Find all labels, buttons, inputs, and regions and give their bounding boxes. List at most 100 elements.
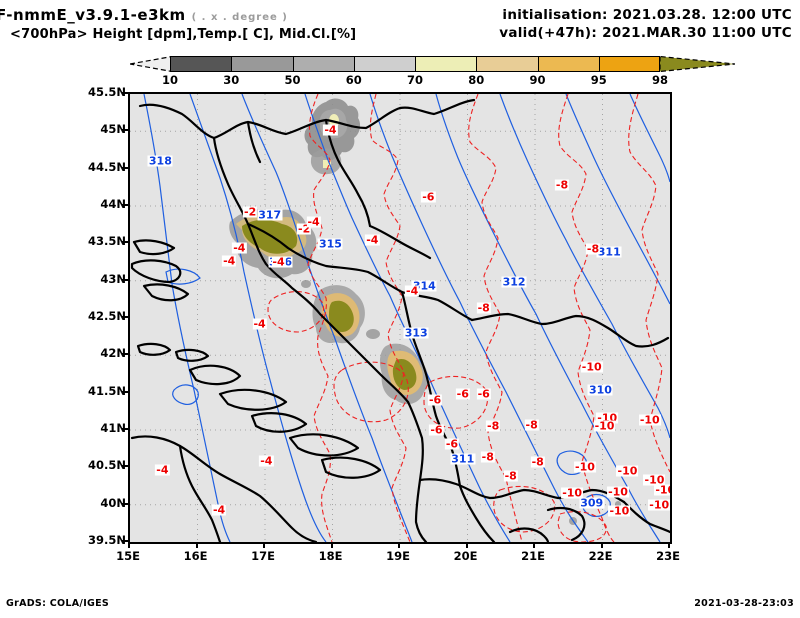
- colorbar-tick-98: 98: [651, 73, 669, 87]
- temp-contour-label: -4: [365, 233, 380, 247]
- x-tick-mark: [128, 542, 130, 548]
- y-tick-mark: [122, 428, 128, 430]
- y-tick-mark: [122, 465, 128, 468]
- colorbar-cell-5: [476, 56, 538, 72]
- height-contours-layer: [143, 94, 670, 542]
- temp-contour-label: -10: [561, 486, 584, 500]
- valid-time: valid(+47h): 2021.MAR.30 11:00 UTC: [499, 25, 792, 41]
- height-contour-label: 315: [317, 237, 343, 251]
- coastline-border-layer: [130, 98, 670, 542]
- y-tick-label-42N: 42N: [100, 346, 126, 361]
- temp-contour-label: -8: [503, 469, 518, 483]
- y-tick-mark: [122, 241, 128, 244]
- y-tick-label-45N: 45N: [100, 122, 126, 137]
- render-timestamp: 2021-03-28-23:03: [694, 598, 794, 609]
- colorbar-tick-60: 60: [345, 73, 362, 87]
- temp-contour-label: -10: [643, 473, 666, 487]
- header-right-block: initialisation: 2021.03.28. 12:00 UTC va…: [499, 6, 792, 42]
- colorbar-tick-80: 80: [468, 73, 485, 87]
- temp-contour-label: -10: [648, 498, 670, 512]
- map-canvas: 318317316315314313312311311310309-2-2-4-…: [130, 94, 670, 542]
- temp-contour-label: -2: [297, 222, 312, 236]
- temp-contour-label: -10: [654, 484, 670, 496]
- x-tick-label-20E: 20E: [453, 549, 478, 563]
- x-tick-label-22E: 22E: [588, 549, 613, 563]
- temp-contour-label: -10: [607, 485, 629, 499]
- colorbar-right-tail: [659, 55, 736, 73]
- temp-contour-label: -10: [616, 464, 639, 478]
- temp-contour-label: -4: [252, 317, 267, 331]
- fields-title: <700hPa> Height [dpm],Temp.[ C], Mid.Cl.…: [10, 27, 357, 42]
- x-tick-mark: [668, 542, 670, 548]
- colorbar-tick-95: 95: [590, 73, 607, 87]
- y-tick-label-40.5N: 40.5N: [88, 458, 126, 473]
- height-contour-label: 312: [501, 275, 527, 289]
- height-contour-label: 310: [587, 383, 613, 397]
- y-tick-mark: [122, 316, 128, 318]
- y-tick-mark: [122, 540, 128, 542]
- colorbar-left-tail: [129, 55, 173, 73]
- temp-contour-label: -6: [476, 387, 491, 401]
- temp-contour-label: -10: [574, 460, 596, 474]
- initialisation-time: initialisation: 2021.03.28. 12:00 UTC: [502, 7, 792, 23]
- colorbar-tick-30: 30: [223, 73, 240, 87]
- temp-contour-label: -10: [608, 504, 631, 518]
- height-contour-label: 311: [596, 245, 622, 259]
- colorbar-tick-90: 90: [529, 73, 546, 87]
- y-tick-label-44N: 44N: [100, 197, 126, 211]
- temp-contour-label: -4: [259, 454, 274, 468]
- colorbar-tick-70: 70: [406, 73, 424, 87]
- temp-contour-label: -8: [554, 178, 570, 192]
- y-tick-label-40N: 40N: [100, 495, 126, 510]
- x-tick-label-17E: 17E: [251, 549, 275, 563]
- x-tick-label-15E: 15E: [116, 549, 140, 563]
- y-tick-mark: [122, 353, 128, 356]
- temp-contour-label: -10: [638, 413, 661, 427]
- x-tick-mark: [398, 542, 400, 548]
- y-tick-mark: [122, 502, 128, 505]
- map-plot-area[interactable]: 318317316315314313312311311310309-2-2-4-…: [128, 92, 672, 544]
- temp-contour-label: -10: [580, 360, 603, 374]
- temp-contour-label: -10: [593, 419, 616, 433]
- temp-contour-label: -4: [211, 503, 227, 517]
- y-tick-label-44.5N: 44.5N: [88, 159, 126, 174]
- temp-contour-label: -6: [427, 393, 443, 407]
- y-tick-label-41N: 41N: [100, 421, 126, 435]
- x-tick-mark: [330, 542, 333, 548]
- colorbar-tick-10: 10: [161, 73, 179, 87]
- title-row: F-nmmE_v3.9.1-e3km ( . x . degree ): [0, 5, 436, 24]
- y-tick-mark: [122, 390, 128, 393]
- y-tick-label-43N: 43N: [100, 271, 126, 286]
- x-tick-label-19E: 19E: [386, 549, 410, 563]
- temp-contour-label: -8: [486, 419, 501, 433]
- temp-contour-label: -6: [444, 437, 460, 451]
- temp-contour-label: -8: [530, 455, 545, 469]
- temp-contour-label: -8: [524, 418, 539, 432]
- x-tick-label-18E: 18E: [318, 549, 343, 563]
- temp-contour-label: -2: [243, 205, 258, 219]
- temp-contour-label: -10: [596, 411, 619, 425]
- colorbar-tick-50: 50: [284, 73, 301, 87]
- height-contour-label: 313: [403, 326, 429, 340]
- colorbar-cell-0: [170, 56, 232, 72]
- model-title: F-nmmE_v3.9.1-e3km: [0, 6, 186, 24]
- height-contour-label: 318: [147, 154, 173, 168]
- x-tick-label-21E: 21E: [521, 549, 545, 563]
- y-tick-label-45.5N: 45.5N: [88, 85, 126, 99]
- temp-contour-label: -4: [232, 241, 247, 255]
- temp-contour-label: -4: [405, 284, 420, 298]
- colorbar-cell-4: [415, 56, 477, 72]
- height-contour-label: 317: [257, 208, 283, 222]
- temp-contour-label: -4: [155, 463, 170, 477]
- x-tick-mark: [533, 542, 535, 548]
- x-tick-mark: [195, 542, 198, 548]
- x-tick-label-16E: 16E: [183, 549, 208, 563]
- y-tick-label-42.5N: 42.5N: [88, 309, 126, 323]
- y-tick-mark: [122, 278, 128, 281]
- colorbar-strip: [170, 56, 660, 72]
- y-tick-label-41.5N: 41.5N: [88, 383, 126, 398]
- x-tick-label-23E: 23E: [656, 549, 680, 563]
- units-note: ( . x . degree ): [191, 12, 288, 23]
- cloud-cell-dalmatia-mid: [312, 285, 365, 344]
- y-tick-label-39.5N: 39.5N: [88, 533, 126, 547]
